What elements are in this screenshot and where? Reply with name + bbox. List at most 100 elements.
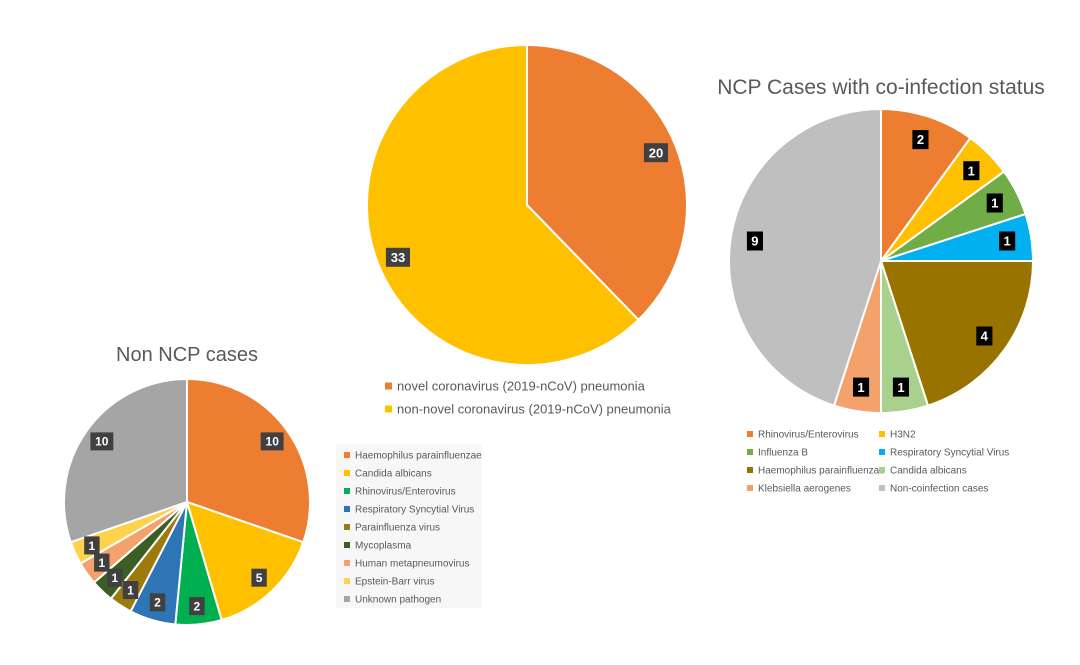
- non-ncp-data-label-mycoplasma: 1: [107, 568, 123, 587]
- ncp-coinfection-legend: Rhinovirus/Enterovirus H3N2 Influenza B Res…: [747, 430, 1009, 495]
- ncp-coinfection-data-label-influenza-b: 1: [986, 193, 1003, 213]
- data-label-box: [189, 597, 205, 616]
- legend-label: Rhinovirus/Enterovirus: [758, 430, 859, 441]
- legend-label: Candida albicans: [890, 466, 967, 477]
- ncp-total-legend: novel coronavirus (2019-nCoV) pneumonia n…: [385, 379, 672, 417]
- non-ncp-slice-unknown-pathogen: [63, 377, 188, 544]
- data-label-box: [853, 377, 870, 397]
- data-label-value: 1: [991, 196, 998, 211]
- ncp-coinfection-data-label-h3n2: 1: [963, 161, 980, 181]
- legend-label: Respiratory Syncytial Virus: [355, 505, 474, 516]
- data-label-value: 4: [981, 329, 989, 344]
- non-ncp-title: Non NCP cases: [116, 344, 258, 366]
- ncp-coinfection-data-label-rhinovirus-enterovirus: 2: [912, 130, 929, 150]
- legend-label: Rhinovirus/Enterovirus: [355, 487, 456, 498]
- ncp-coinfection-title: NCP Cases with co-infection status: [717, 76, 1045, 99]
- ncp-coinfection-data-label-klebsiella-aerogenes: 1: [853, 377, 870, 397]
- legend-swatch: [747, 449, 753, 455]
- data-label-box: [84, 536, 100, 555]
- legend-label: Klebsiella aerogenes: [758, 484, 851, 495]
- legend-swatch: [879, 485, 885, 491]
- data-label-box: [94, 553, 110, 572]
- ncp-total-slice-novel-coronavirus-2019-ncov-pneumonia: [526, 43, 688, 322]
- legend-label: Epstein-Barr virus: [355, 577, 434, 588]
- non-ncp-data-label-human-metapneumovirus: 1: [94, 553, 110, 572]
- ncp-coinfection-data-label-respiratory-syncytial-virus: 1: [999, 231, 1016, 251]
- ncp-coinfection-slice-non-coinfection-cases: [728, 107, 882, 407]
- data-label-value: 10: [95, 435, 109, 449]
- non-ncp-legend-item-mycoplasma: Mycoplasma: [344, 541, 412, 552]
- ncp-total-legend-item-non-novel-coronavirus-2019-ncov-pneumonia: non-novel coronavirus (2019-nCoV) pneumo…: [385, 402, 672, 417]
- legend-label: novel coronavirus (2019-nCoV) pneumonia: [397, 379, 646, 394]
- non-ncp-data-label-epstein-barr-virus: 1: [84, 536, 100, 555]
- data-label-box: [90, 432, 114, 451]
- legend-swatch: [344, 524, 350, 530]
- ncp-coinfection-legend-item-influenza-b: Influenza B: [747, 448, 808, 459]
- legend-swatch: [344, 506, 350, 512]
- ncp-coinfection-data-labels: 2 1 1 1 4 1 1 9: [746, 130, 1016, 397]
- ncp-coinfection-legend-item-klebsiella-aerogenes: Klebsiella aerogenes: [747, 484, 851, 495]
- data-label-box: [643, 143, 668, 163]
- non-ncp-legend: Haemophilus parainfluenzae Candida albica…: [336, 444, 482, 608]
- ncp-total-data-label-non-novel-coronavirus-2019-ncov-pneumonia: 33: [385, 247, 410, 267]
- data-label-value: 9: [751, 234, 758, 249]
- legend-label: Haemophilus parainfluenzae: [758, 466, 885, 477]
- legend-label: Mycoplasma: [355, 541, 412, 552]
- non-ncp-data-label-respiratory-syncytial-virus: 2: [149, 593, 166, 612]
- non-ncp-data-label-haemophilus-parainfluenzae: 10: [260, 432, 284, 451]
- non-ncp-legend-background: [336, 444, 482, 608]
- data-label-box: [912, 130, 929, 150]
- data-label-value: 1: [127, 583, 134, 597]
- data-label-box: [892, 377, 909, 397]
- legend-swatch: [344, 542, 350, 548]
- ncp-coinfection-slice-rhinovirus-enterovirus: [880, 107, 972, 265]
- ncp-coinfection-data-label-candida-albicans: 1: [892, 377, 909, 397]
- ncp-coinfection-legend-item-rhinovirus-enterovirus: Rhinovirus/Enterovirus: [747, 430, 859, 441]
- ncp-coinfection-legend-item-respiratory-syncytial-virus: Respiratory Syncytial Virus: [879, 448, 1009, 459]
- legend-swatch: [747, 431, 753, 437]
- legend-swatch: [879, 467, 885, 473]
- legend-swatch: [344, 560, 350, 566]
- data-label-value: 1: [857, 380, 864, 395]
- non-ncp-legend-item-haemophilus-parainfluenzae: Haemophilus parainfluenzae: [344, 451, 482, 462]
- non-ncp-legend-item-parainfluenza-virus: Parainfluenza virus: [344, 523, 440, 534]
- ncp-coinfection-pie: [728, 107, 1035, 415]
- ncp-total-legend-item-novel-coronavirus-2019-ncov-pneumonia: novel coronavirus (2019-nCoV) pneumonia: [385, 379, 646, 394]
- legend-swatch: [344, 578, 350, 584]
- legend-label: Respiratory Syncytial Virus: [890, 448, 1009, 459]
- data-label-value: 2: [917, 132, 924, 147]
- non-ncp-legend-item-rhinovirus-enterovirus: Rhinovirus/Enterovirus: [344, 487, 456, 498]
- non-ncp-data-label-unknown-pathogen: 10: [90, 432, 114, 451]
- non-ncp-slice-haemophilus-parainfluenzae: [186, 377, 311, 544]
- legend-swatch: [747, 485, 753, 491]
- data-label-value: 1: [112, 571, 119, 585]
- ncp-coinfection-slice-haemophilus-parainfluenzae: [879, 260, 1035, 407]
- data-label-value: 2: [194, 599, 201, 613]
- data-label-box: [986, 193, 1003, 213]
- data-label-box: [963, 161, 980, 181]
- data-label-value: 1: [968, 163, 975, 178]
- non-ncp-legend-item-candida-albicans: Candida albicans: [344, 469, 432, 480]
- ncp-total-pie: [366, 43, 688, 366]
- data-label-box: [149, 593, 166, 612]
- non-ncp-legend-item-epstein-barr-virus: Epstein-Barr virus: [344, 577, 434, 588]
- legend-swatch: [385, 382, 392, 390]
- data-label-box: [385, 247, 410, 267]
- ncp-coinfection-legend-item-haemophilus-parainfluenzae: Haemophilus parainfluenzae: [747, 466, 885, 477]
- data-label-box: [260, 432, 284, 451]
- non-ncp-legend-item-unknown-pathogen: Unknown pathogen: [344, 595, 441, 606]
- non-ncp-slice-candida-albicans: [185, 500, 305, 622]
- non-ncp-legend-item-human-metapneumovirus: Human metapneumovirus: [344, 559, 470, 570]
- legend-swatch: [385, 405, 392, 413]
- ncp-coinfection-chart: NCP Cases with co-infection status 2 1 1 1 4…: [717, 76, 1045, 495]
- legend-swatch: [747, 467, 753, 473]
- non-ncp-pie: [63, 377, 311, 626]
- ncp-coinfection-legend-item-h3n2: H3N2: [879, 430, 916, 441]
- data-label-value: 5: [256, 571, 263, 585]
- data-label-value: 20: [649, 145, 663, 160]
- data-label-value: 1: [98, 556, 105, 570]
- legend-swatch: [344, 488, 350, 494]
